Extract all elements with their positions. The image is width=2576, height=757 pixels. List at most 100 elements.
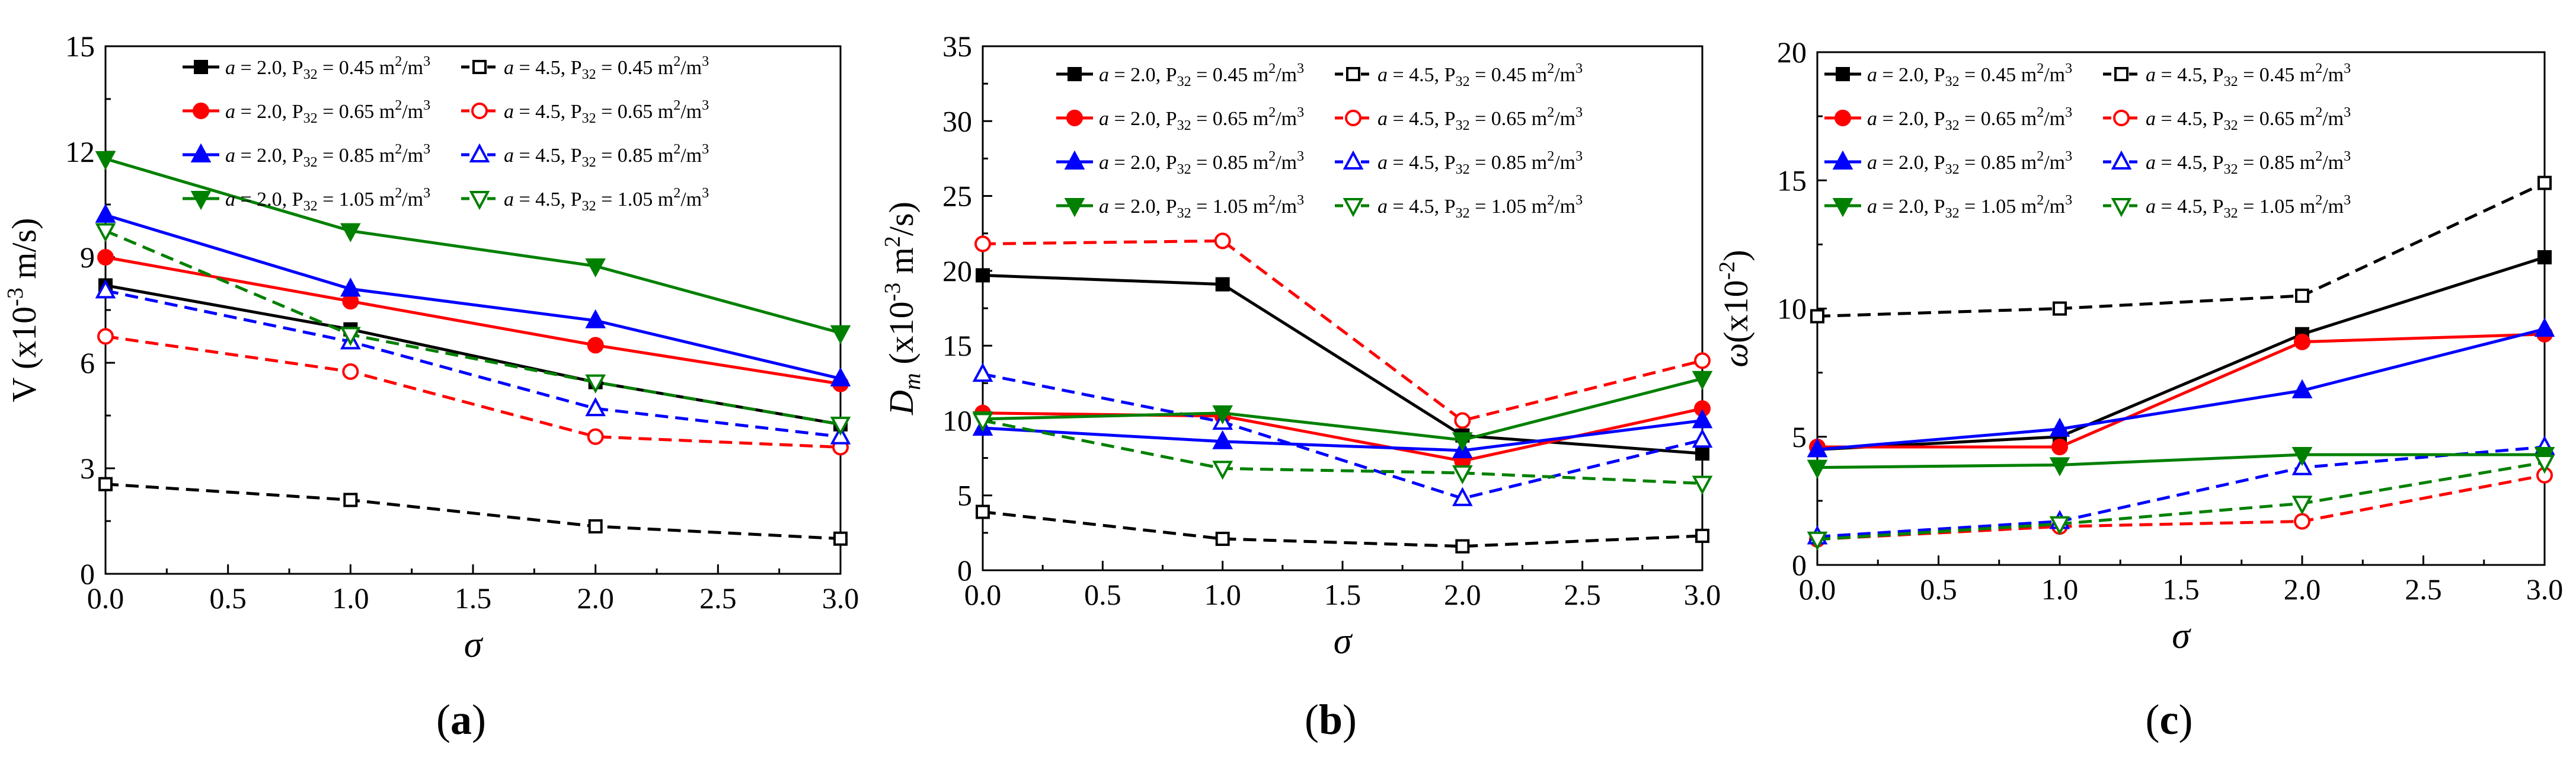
- panel-c-series-0-point-3: [2537, 250, 2552, 264]
- panel-c-series-1-point-3: [2537, 175, 2552, 190]
- panel-c-label: (c): [2146, 696, 2193, 743]
- panel-c-series-6-point-1: [2049, 457, 2070, 477]
- panel-a-xtick-label-1: 0.5: [209, 582, 247, 615]
- panel-b-legend-label-5: a = 4.5, P32 = 0.85 m2/m3: [1378, 149, 1583, 177]
- panel-a-legend-label-2: a = 2.0, P32 = 0.65 m2/m3: [225, 98, 430, 126]
- panel-a-ytick-label-3: 9: [80, 241, 95, 274]
- panel-a-series-4-line: [105, 213, 841, 381]
- panel-a-legend-marker-6: [190, 191, 212, 210]
- panel-b-series-4-line: [982, 419, 1703, 452]
- panel-c-legend-marker-7: [2111, 198, 2132, 218]
- panel-a-chart: 0.0 0.5 1.0 1.5 2.0 2.5 3.0 0 3 6 9 12 15 σ V (x10-3 m…: [3, 30, 859, 743]
- panel-b-series-7-point-0: [972, 413, 993, 432]
- panel-c-xtick-label-5: 2.5: [2405, 573, 2442, 606]
- panel-c-legend-marker-2: [1834, 110, 1851, 126]
- panel-a-ytick-label-0: 0: [80, 557, 95, 590]
- panel-c-series-0-line: [1817, 255, 2545, 451]
- panel-b-series-7-point-1: [1212, 461, 1233, 480]
- panel-c-legend-marker-5: [2111, 150, 2132, 170]
- panel-a-series-1-line: [105, 483, 841, 541]
- panel-a-series-4-point-3: [830, 367, 851, 387]
- panel-c-legend-marker-6: [1832, 198, 1853, 218]
- panel-a-series-4-point-1: [340, 277, 361, 297]
- panel-b-frame: [982, 45, 1704, 571]
- panel-a-series-3-point-2: [587, 428, 604, 445]
- panel-c-ylabel: ω(x10-2): [1715, 250, 1755, 367]
- panel-c-legend-label-6: a = 2.0, P32 = 1.05 m2/m3: [1867, 193, 2072, 221]
- panel-b-series-7-line: [982, 419, 1703, 485]
- panel-b-ytick-label-3: 15: [942, 329, 972, 362]
- panel-c-series-1-point-1: [2053, 301, 2067, 316]
- panel-c-series-7-point-3: [2534, 455, 2555, 474]
- panel-b-series-0-point-0: [976, 268, 990, 283]
- panel-b-legend-label-4: a = 2.0, P32 = 0.85 m2/m3: [1099, 149, 1304, 177]
- panel-b-series-6-point-2: [1452, 432, 1473, 452]
- panel-b-xtick-label-4: 2.0: [1444, 578, 1481, 611]
- panel-b-series-1-point-3: [1695, 528, 1709, 543]
- panel-c-series-2-line: [1817, 333, 2545, 449]
- panel-b-ytick-label-1: 5: [957, 479, 972, 512]
- panel-a-legend-label-6: a = 2.0, P32 = 1.05 m2/m3: [225, 186, 430, 214]
- panel-c-series-1-point-2: [2295, 288, 2309, 303]
- panel-a-series-5-point-0: [95, 279, 116, 299]
- panel-a-legend-marker-7: [469, 191, 490, 210]
- panel-c-xtick-label-0: 0.0: [1799, 573, 1836, 606]
- panel-b-ytick-label-7: 35: [942, 30, 972, 63]
- panel-c-xlabel: σ: [2172, 616, 2191, 656]
- panel-a-ytick-label-2: 6: [80, 346, 95, 379]
- panel-b-series-1-point-1: [1215, 531, 1230, 546]
- panel-c-series-5-line: [1817, 445, 2545, 538]
- panel-c-series-7-point-1: [2049, 516, 2070, 536]
- panel-a-series-6-point-0: [95, 151, 116, 171]
- panel-a-series-7-point-1: [340, 327, 361, 346]
- panel-c-series-6-point-2: [2291, 447, 2313, 467]
- panel-a-series-3-point-1: [342, 363, 359, 380]
- panel-b-xtick-label-1: 0.5: [1084, 578, 1121, 611]
- panel-c-series-6-line: [1817, 453, 2545, 469]
- panel-a-ytick-label-1: 3: [80, 452, 95, 485]
- panel-b-series-7-point-2: [1452, 465, 1473, 485]
- panel-a-xlabel: σ: [464, 625, 484, 665]
- panel-b-series-4-point-3: [1692, 409, 1713, 429]
- panel-c-legend-marker-1: [2114, 67, 2128, 81]
- panel-a-legend-marker-5: [469, 143, 490, 162]
- panel-b-legend-marker-3: [1345, 110, 1361, 126]
- panel-b-series-7-point-3: [1692, 475, 1713, 495]
- panel-c-series-4-line: [1817, 327, 2545, 451]
- panel-b-xtick-label-5: 2.5: [1564, 578, 1601, 611]
- panel-b-xtick-label-0: 0.0: [964, 578, 1002, 611]
- panel-b-legend-marker-1: [1346, 67, 1360, 81]
- panel-a-series-0-line: [105, 284, 841, 426]
- panel-b-legend-marker-5: [1343, 150, 1364, 170]
- panel-b-legend-marker-4: [1064, 150, 1085, 170]
- panel-a-series-1-point-3: [833, 531, 848, 546]
- panel-c-series-5-point-2: [2291, 456, 2313, 475]
- panel-a-xtick-label-5: 2.5: [699, 582, 737, 615]
- panel-c-series-4-point-3: [2534, 317, 2555, 337]
- panel-a-xtick-label-4: 2.0: [577, 582, 614, 615]
- panel-b-series-0-line: [982, 273, 1703, 455]
- panel-b-series-1-point-0: [976, 504, 990, 519]
- panel-c-xtick-label-4: 2.0: [2284, 573, 2321, 606]
- panel-b-series-4-point-1: [1212, 430, 1233, 449]
- panel-c-legend-label-0: a = 2.0, P32 = 0.45 m2/m3: [1867, 61, 2072, 90]
- panel-b-legend-label-0: a = 2.0, P32 = 0.45 m2/m3: [1099, 61, 1304, 90]
- panel-c-ytick-label-4: 20: [1777, 36, 1807, 69]
- panel-b-legend-marker-0: [1068, 67, 1082, 81]
- panel-b-series-6-point-1: [1212, 405, 1233, 425]
- panel-b-legend-label-6: a = 2.0, P32 = 1.05 m2/m3: [1099, 193, 1304, 221]
- panel-b-ylabel: Dm (x10-3 m2/s): [880, 202, 925, 416]
- panel-c-series-2-point-2: [2294, 333, 2310, 350]
- panel-c-series-7-line: [1817, 461, 2545, 541]
- panel-c-xtick-label-1: 0.5: [1920, 573, 1957, 606]
- panel-c-series-7-point-0: [1807, 531, 1828, 551]
- panel-b-ytick-label-2: 10: [942, 404, 972, 437]
- panel-a-series-6-point-3: [830, 325, 851, 344]
- panel-b-xtick-label-2: 1.0: [1204, 578, 1241, 611]
- panel-b-series-3-point-0: [974, 235, 991, 253]
- panel-c-ytick-label-3: 15: [1777, 164, 1807, 197]
- panel-b-xtick-label-6: 3.0: [1684, 578, 1721, 611]
- panel-c-xtick-label-2: 1.0: [2041, 573, 2079, 606]
- panel-c-legend-label-4: a = 2.0, P32 = 0.85 m2/m3: [1867, 149, 2072, 177]
